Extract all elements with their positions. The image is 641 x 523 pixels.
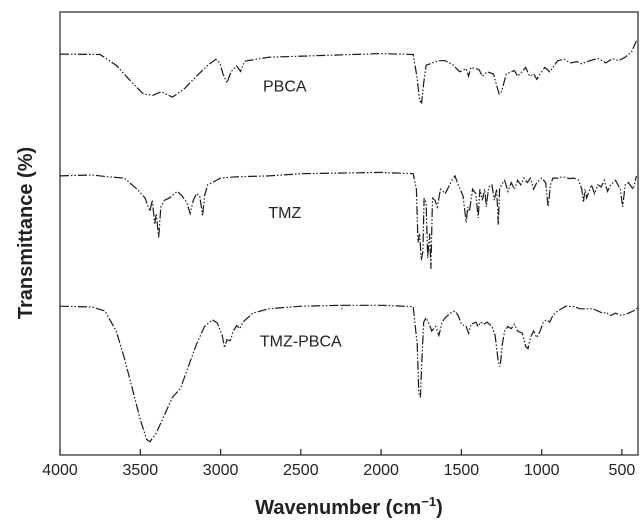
x-tick-label: 1500	[444, 462, 480, 479]
series-labels: PBCA TMZ TMZ-PBCA	[260, 79, 342, 351]
plot-frame	[59, 11, 639, 456]
x-axis-title-main: Wavenumber (cm	[255, 497, 421, 519]
series-label-tmz-pbca: TMZ-PBCA	[260, 334, 342, 351]
x-axis-title-superscript: −1	[421, 494, 436, 509]
spectrum-line-tmz	[59, 171, 637, 269]
x-tick-label: 1000	[524, 462, 560, 479]
spectrum-curves	[59, 40, 639, 443]
y-axis-title: Transmittance (%)	[15, 147, 37, 319]
x-tick-label: 4000	[42, 462, 78, 479]
series-label-pbca: PBCA	[263, 79, 307, 96]
x-axis-title: Wavenumber (cm−1)	[255, 494, 442, 519]
x-tick-label: 500	[609, 462, 636, 479]
x-tick-label: 3500	[123, 462, 159, 479]
spectrum-line-pbca	[59, 40, 637, 105]
series-label-tmz: TMZ	[268, 205, 301, 222]
x-axis-title-end: )	[436, 497, 443, 519]
x-tick-label: 2500	[283, 462, 319, 479]
x-tick-label: 3000	[203, 462, 239, 479]
x-axis-ticks: 4000 3500 3000 2500 2000 1500 1000 500	[42, 449, 635, 479]
spectrum-line-tmz-pbca	[59, 304, 639, 443]
x-tick-label: 2000	[363, 462, 399, 479]
